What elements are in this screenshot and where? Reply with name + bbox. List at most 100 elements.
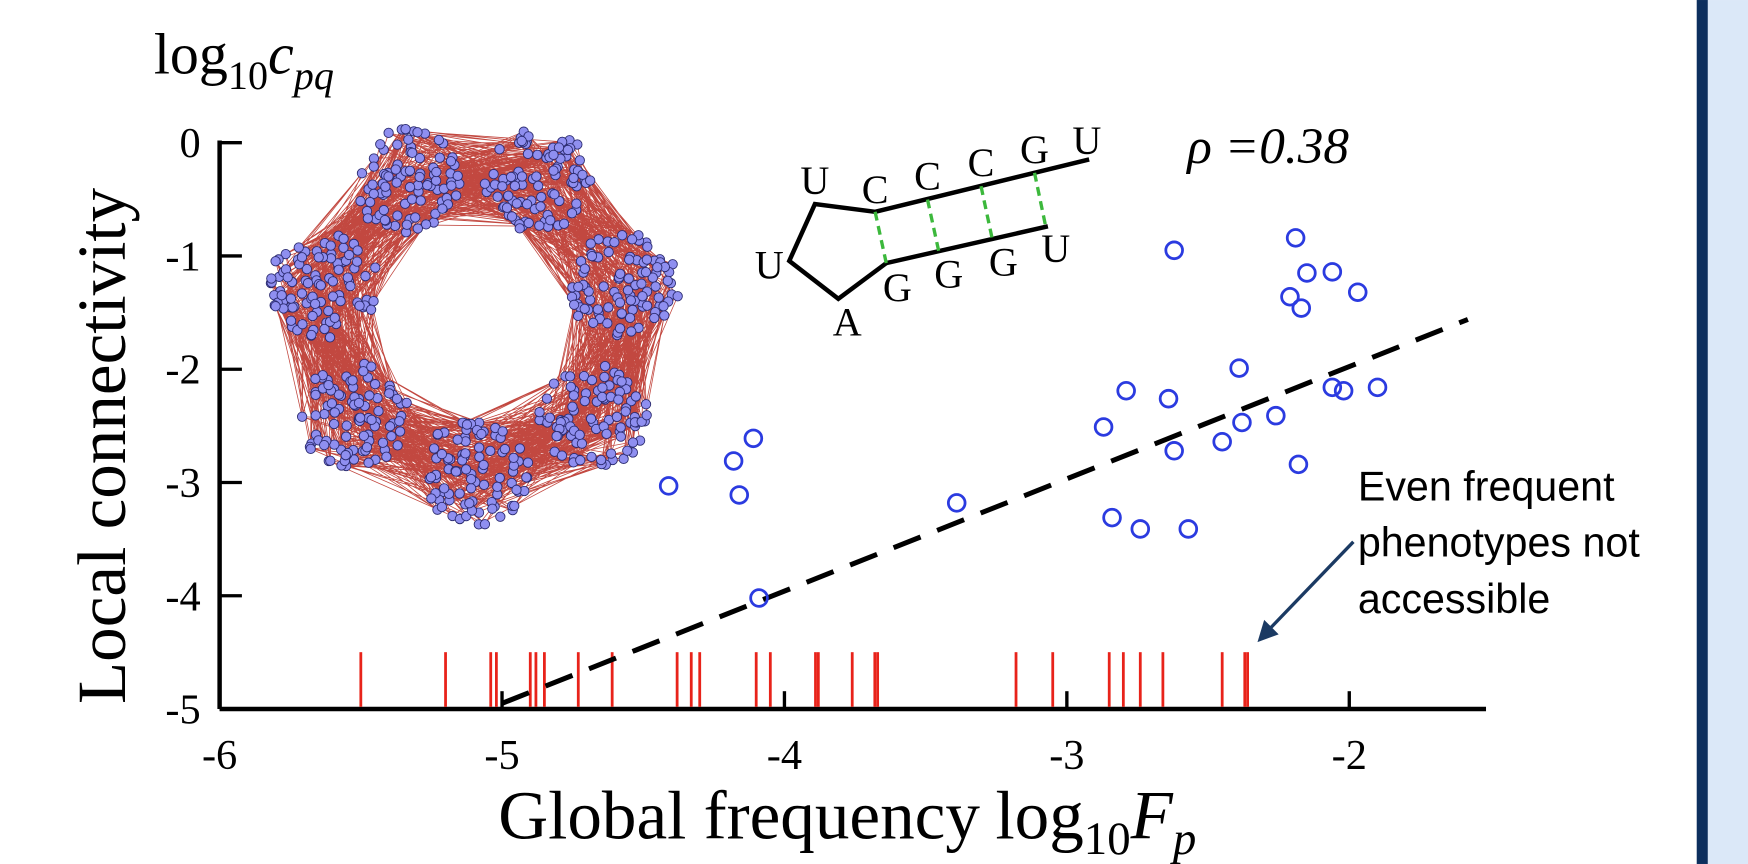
network-node xyxy=(464,498,475,509)
network-node xyxy=(479,519,491,530)
network-node xyxy=(420,219,432,230)
network-node xyxy=(516,135,527,147)
network-node xyxy=(384,388,395,399)
network-node xyxy=(573,310,584,321)
network-node xyxy=(465,483,477,494)
network-node xyxy=(381,451,392,462)
network-node xyxy=(436,501,448,513)
network-node xyxy=(335,295,346,307)
network-node xyxy=(588,317,599,328)
network-node xyxy=(568,172,579,184)
network-node xyxy=(392,440,403,451)
network-node xyxy=(616,376,627,387)
network-node xyxy=(285,315,297,326)
network-node xyxy=(342,272,353,283)
network-node xyxy=(401,397,412,409)
network-node xyxy=(341,431,352,442)
network-node xyxy=(567,401,578,412)
network-node xyxy=(452,434,463,445)
y-axis-math-label: log10cpq xyxy=(154,22,334,99)
x-tick-label: -6 xyxy=(202,732,237,779)
rna-base: C xyxy=(914,154,941,199)
network-edges xyxy=(270,128,679,525)
network-node xyxy=(394,426,406,437)
network-node xyxy=(672,291,683,302)
scatter-point xyxy=(1333,381,1354,401)
network-node xyxy=(375,139,386,150)
network-node xyxy=(601,428,612,440)
network-node xyxy=(310,410,321,421)
network-node xyxy=(305,443,316,454)
network-node xyxy=(428,443,440,454)
x-label-text: Global frequency xyxy=(498,776,980,853)
network-node xyxy=(338,233,349,244)
network-node xyxy=(602,318,613,329)
network-node xyxy=(568,390,579,401)
network-node xyxy=(392,210,403,221)
network-node xyxy=(514,443,525,454)
network-node xyxy=(579,395,590,407)
network-node xyxy=(329,312,340,323)
network-node xyxy=(640,399,652,410)
network-node xyxy=(503,190,514,201)
network-node xyxy=(614,323,626,334)
scatter-point xyxy=(1158,388,1179,409)
network-node xyxy=(636,278,647,289)
network-node xyxy=(611,411,623,422)
network-node xyxy=(282,272,293,283)
scatter-point xyxy=(946,493,967,513)
network-node xyxy=(617,230,628,241)
correlation-label: ρ =0.38 xyxy=(1185,118,1349,175)
network-node xyxy=(327,276,339,287)
network-node xyxy=(640,267,652,278)
network-node xyxy=(534,407,545,418)
network-node xyxy=(624,312,636,323)
network-node xyxy=(615,431,626,442)
network-node xyxy=(533,180,544,191)
y-tick-label: -1 xyxy=(165,233,200,280)
network-node xyxy=(499,444,511,455)
network-node xyxy=(649,312,660,324)
network-node xyxy=(641,254,653,265)
scatter-point xyxy=(1322,377,1343,398)
network-node xyxy=(564,371,576,382)
network-node xyxy=(585,238,596,249)
network-node xyxy=(356,168,368,179)
network-node xyxy=(576,438,588,449)
network-node xyxy=(390,164,401,175)
y-tick-label: -3 xyxy=(165,460,200,507)
network-node xyxy=(598,281,609,292)
network-node xyxy=(478,479,490,490)
annotation-arrow xyxy=(1269,540,1355,629)
network-node xyxy=(383,171,394,182)
y-label-log: log xyxy=(154,22,228,87)
network-node xyxy=(287,302,298,313)
network-node xyxy=(323,379,334,391)
x-label-var-sub: p xyxy=(1170,813,1196,864)
network-node xyxy=(325,455,336,466)
base-pair xyxy=(1032,172,1048,227)
network-node xyxy=(479,178,491,189)
network-node xyxy=(434,152,445,163)
y-tick-label: 0 xyxy=(179,120,200,167)
network-node xyxy=(412,127,423,138)
network-node xyxy=(544,412,555,423)
x-axis-label: Global frequency log10Fp xyxy=(498,776,1196,864)
x-tick-label: -3 xyxy=(1049,732,1084,779)
network-node xyxy=(439,483,450,494)
network-node xyxy=(380,181,391,192)
y-tick-label: -2 xyxy=(165,347,200,394)
network-node xyxy=(620,406,631,417)
network-node xyxy=(377,437,389,448)
network-node xyxy=(616,308,627,319)
network-node xyxy=(521,472,532,483)
annotation-line: accessible xyxy=(1358,576,1551,622)
rna-strand xyxy=(874,157,1090,214)
network-node xyxy=(597,382,608,393)
rna-base: U xyxy=(1072,118,1101,163)
network-node xyxy=(624,254,635,265)
network-node xyxy=(328,418,340,430)
network-node xyxy=(345,280,356,292)
rna-strand xyxy=(885,224,1049,266)
network-node xyxy=(548,378,560,389)
